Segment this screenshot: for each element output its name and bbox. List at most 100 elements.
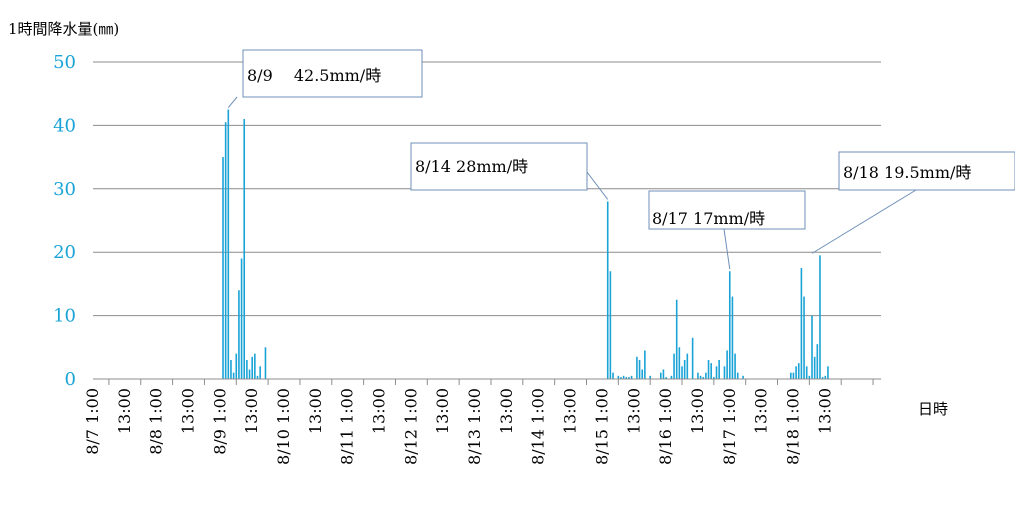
bar: [678, 347, 681, 379]
x-tick-label: 13:00: [370, 388, 389, 434]
bar: [805, 366, 808, 379]
bar: [691, 337, 694, 379]
x-axis-title: 日時: [918, 400, 948, 418]
bar: [625, 377, 628, 379]
annotation-leader: [586, 171, 609, 200]
annotation-box: [838, 151, 1015, 191]
bar: [630, 375, 633, 379]
bar: [606, 201, 609, 379]
bar: [609, 271, 612, 379]
x-tick-label: 13:00: [433, 388, 452, 434]
x-tick-label: 8/10 1:00: [274, 388, 293, 465]
bar: [235, 353, 238, 379]
bar: [803, 296, 805, 379]
y-tick-label: 0: [65, 369, 76, 390]
y-tick-label: 20: [53, 242, 76, 263]
y-axis-title: 1時間降水量(㎜): [8, 20, 119, 38]
x-tick-label: 13:00: [815, 388, 834, 434]
annotation-leader: [811, 189, 917, 254]
x-tick-label: 8/8 1:00: [147, 388, 166, 455]
x-tick-label: 13:00: [179, 388, 198, 434]
x-tick-label: 8/17 1:00: [720, 388, 739, 465]
bar: [723, 366, 726, 379]
bar: [659, 372, 662, 379]
bar: [662, 369, 665, 379]
bar: [254, 353, 256, 379]
bar: [246, 359, 248, 379]
bar: [707, 359, 710, 379]
x-tick-label: 13:00: [115, 388, 134, 434]
x-tick-label: 13:00: [306, 388, 325, 434]
bar: [713, 377, 715, 379]
bar: [819, 255, 821, 379]
bar: [264, 347, 267, 379]
annotation-box: [648, 190, 806, 230]
bar: [736, 372, 739, 379]
bar: [731, 296, 734, 379]
bar: [617, 375, 620, 379]
bar: [710, 363, 712, 379]
bar: [686, 353, 689, 379]
bar: [813, 356, 816, 379]
annotation-leader: [723, 228, 731, 270]
x-tick-label: 13:00: [561, 388, 580, 434]
y-tick-label: 30: [53, 179, 76, 200]
bar: [230, 359, 232, 379]
bar: [243, 119, 246, 379]
annotation-label: 8/9 42.5mm/時: [247, 66, 381, 85]
bar: [665, 377, 667, 379]
x-tick-label: 8/14 1:00: [529, 388, 548, 465]
bar: [224, 122, 227, 379]
bar: [742, 375, 744, 379]
annotation-leader: [227, 96, 238, 108]
bar: [800, 268, 803, 379]
bar: [622, 375, 625, 379]
bar: [248, 369, 251, 379]
bar: [699, 375, 702, 379]
bar: [681, 366, 683, 379]
y-tick-label: 10: [53, 306, 76, 327]
bar: [644, 350, 646, 379]
bar: [641, 369, 644, 379]
bar: [816, 344, 819, 379]
bar: [670, 375, 673, 379]
x-tick-label: 13:00: [242, 388, 261, 434]
bar: [792, 372, 795, 379]
annotation-label: 8/17 17mm/時: [652, 209, 765, 228]
bar: [683, 359, 686, 379]
x-tick-label: 8/15 1:00: [592, 388, 611, 465]
bar: [259, 366, 261, 379]
annotation-label: 8/18 19.5mm/時: [843, 163, 971, 182]
x-tick-label: 13:00: [752, 388, 771, 434]
bar: [797, 363, 800, 379]
x-tick-label: 8/18 1:00: [783, 388, 802, 465]
bar: [705, 372, 707, 379]
bar: [728, 271, 731, 379]
bar: [811, 315, 813, 379]
bar: [789, 372, 792, 379]
x-tick-label: 8/13 1:00: [465, 388, 484, 465]
bar: [734, 353, 736, 379]
bar: [636, 356, 638, 379]
bar: [628, 377, 630, 379]
y-tick-label: 50: [53, 52, 76, 73]
bar: [612, 372, 614, 379]
y-tick-label: 40: [53, 115, 76, 136]
bar: [697, 372, 699, 379]
x-tick-label: 13:00: [497, 388, 516, 434]
bar: [673, 353, 675, 379]
x-tick-label: 8/7 1:00: [83, 388, 102, 455]
x-tick-label: 8/12 1:00: [401, 388, 420, 465]
bar: [726, 350, 728, 379]
bar: [251, 356, 253, 379]
bar: [715, 366, 718, 379]
x-tick-label: 8/16 1:00: [656, 388, 675, 465]
bar: [808, 375, 811, 379]
x-tick-label: 13:00: [688, 388, 707, 434]
bar: [240, 258, 243, 379]
bar: [232, 372, 235, 379]
bar: [256, 375, 259, 379]
x-tick-label: 13:00: [624, 388, 643, 434]
